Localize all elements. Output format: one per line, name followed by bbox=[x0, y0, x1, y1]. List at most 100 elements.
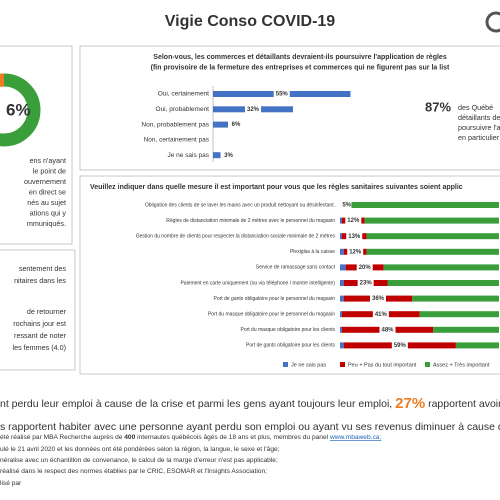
page-title: Vigie Conso COVID-19 bbox=[165, 13, 336, 30]
bar-segment bbox=[433, 326, 499, 333]
bar-segment bbox=[340, 311, 342, 318]
bar-segment bbox=[340, 326, 342, 333]
bar bbox=[213, 121, 228, 128]
chart-title: (fin provisoire de la fermeture des entr… bbox=[151, 64, 450, 71]
category-label: Je ne sais pas bbox=[167, 152, 209, 159]
category-label: Gestion du nombre de clients pour respec… bbox=[136, 234, 336, 240]
category-label: Non, probablement pas bbox=[141, 121, 209, 128]
legend-swatch bbox=[283, 362, 288, 367]
label-bg bbox=[273, 90, 290, 98]
panel-text: des Québé bbox=[458, 103, 493, 112]
legend-swatch bbox=[425, 362, 430, 367]
panel-text: ens n'ayant bbox=[29, 156, 66, 165]
donut-stat: 6% bbox=[6, 100, 31, 119]
value-label: 20% bbox=[359, 265, 372, 271]
label-bg bbox=[370, 294, 386, 303]
category-label: Oui, certainement bbox=[158, 91, 209, 98]
bar-segment bbox=[364, 217, 499, 224]
panel-text: ations qui y bbox=[30, 208, 67, 217]
left-text: sentement des nitaires dans les de retourn… bbox=[12, 264, 66, 352]
bar-segment bbox=[340, 217, 342, 224]
panel-text: mmuniqués. bbox=[27, 219, 66, 228]
panel-text: le point de bbox=[33, 166, 66, 175]
bar-segment bbox=[419, 311, 499, 318]
panel-text: ouvernement bbox=[24, 177, 66, 186]
footnote-text: été réalisé par MBA Recherche auprès de bbox=[0, 434, 123, 441]
category-label: Port du masque obligatoire pour le perso… bbox=[208, 312, 335, 318]
footnote-text: internautes québécois âgés de 18 ans et … bbox=[137, 434, 329, 441]
footnote: ulé le 21 avril 2020 et les données ont … bbox=[0, 446, 280, 453]
label-bg bbox=[220, 151, 237, 160]
highlight-stat: 27% bbox=[395, 395, 425, 412]
chart-title: Veuillez indiquer dans quelle mesure il … bbox=[90, 184, 463, 191]
panel-text: poursuivre l'applic bbox=[458, 123, 500, 132]
chart: Selon-vous, les commerces et détaillants… bbox=[141, 54, 450, 162]
bar-segment bbox=[340, 233, 342, 240]
value-label: 36% bbox=[372, 296, 385, 302]
category-label: Règles de distanciation minimale de 2 mè… bbox=[166, 218, 335, 224]
bar bbox=[213, 152, 221, 159]
footnote: lisé par bbox=[0, 480, 22, 487]
category-label: Port de gants obligatoire pour le person… bbox=[214, 296, 336, 302]
panel-text: en direct se bbox=[29, 187, 66, 196]
category-label: Plexiglas à la caisse bbox=[290, 249, 335, 255]
label-bg bbox=[338, 201, 355, 209]
bar-segment bbox=[340, 248, 344, 255]
value-label: 12% bbox=[347, 218, 360, 224]
panel-text: nés au sujet bbox=[27, 198, 66, 207]
value-label: 12% bbox=[349, 249, 362, 255]
bar-segment bbox=[383, 264, 499, 271]
label-bg bbox=[391, 341, 408, 350]
bar-segment bbox=[366, 248, 499, 255]
footnote-text: 400 bbox=[124, 434, 135, 441]
legend-swatch bbox=[340, 362, 345, 367]
value-label: 13% bbox=[348, 234, 361, 240]
label-bg bbox=[345, 216, 362, 225]
label-bg bbox=[356, 263, 373, 272]
panel-text: ressant de noter bbox=[14, 331, 67, 340]
value-label: 32% bbox=[247, 107, 260, 113]
category-label: Port de gants obligatoire pour les clien… bbox=[246, 343, 335, 349]
value-label: 59% bbox=[394, 343, 407, 349]
panel-text: détaillants devraie bbox=[458, 113, 500, 122]
logo bbox=[485, 11, 500, 33]
highlight-text: nt perdu leur emploi à cause de la crise… bbox=[0, 398, 392, 410]
bar-segment bbox=[351, 202, 499, 208]
bar-segment bbox=[387, 280, 499, 286]
panel bbox=[79, 175, 500, 375]
category-label: Oui, probablement bbox=[156, 106, 210, 113]
highlight: s rapportent habiter avec une personne a… bbox=[0, 421, 500, 433]
label-bg bbox=[347, 247, 364, 256]
footnote-link[interactable]: www.mbaweb.ca; bbox=[329, 434, 381, 441]
label-bg bbox=[379, 325, 396, 334]
value-label: 3% bbox=[224, 153, 233, 159]
bar-segment bbox=[340, 295, 344, 302]
value-label: 55% bbox=[276, 92, 289, 98]
category-label: Port du masque obligatoire pour les clie… bbox=[241, 327, 336, 333]
callout-stat: 87% bbox=[425, 99, 451, 114]
bar-segment bbox=[366, 233, 499, 240]
legend-label: Assez + Très important bbox=[433, 362, 490, 368]
value-label: 5% bbox=[342, 203, 351, 209]
bar-segment bbox=[412, 295, 499, 302]
footnote: été réalisé par MBA Recherche auprès de … bbox=[0, 434, 381, 441]
value-label: 41% bbox=[375, 312, 388, 318]
label-bg bbox=[372, 310, 389, 319]
category-label: Service de ramassage sans contact bbox=[256, 265, 336, 271]
chart-title: Selon-vous, les commerces et détaillants… bbox=[153, 54, 447, 61]
value-label: 48% bbox=[381, 327, 394, 333]
bar-segment bbox=[455, 342, 499, 349]
panel-text: les femmes (4.0) bbox=[12, 343, 66, 352]
bar-segment bbox=[340, 264, 346, 271]
category-label: Non, certainement pas bbox=[144, 137, 210, 144]
label-bg bbox=[357, 279, 374, 287]
panel-text: rochains jour est bbox=[13, 319, 66, 328]
bar-segment bbox=[340, 342, 344, 349]
category-label: Obligation des clients de se laver les m… bbox=[145, 202, 335, 208]
panel-text: nitaires dans les bbox=[14, 276, 66, 285]
value-label: 6% bbox=[232, 122, 241, 128]
highlight-text: rapportent avoir subi une bbox=[428, 398, 500, 410]
